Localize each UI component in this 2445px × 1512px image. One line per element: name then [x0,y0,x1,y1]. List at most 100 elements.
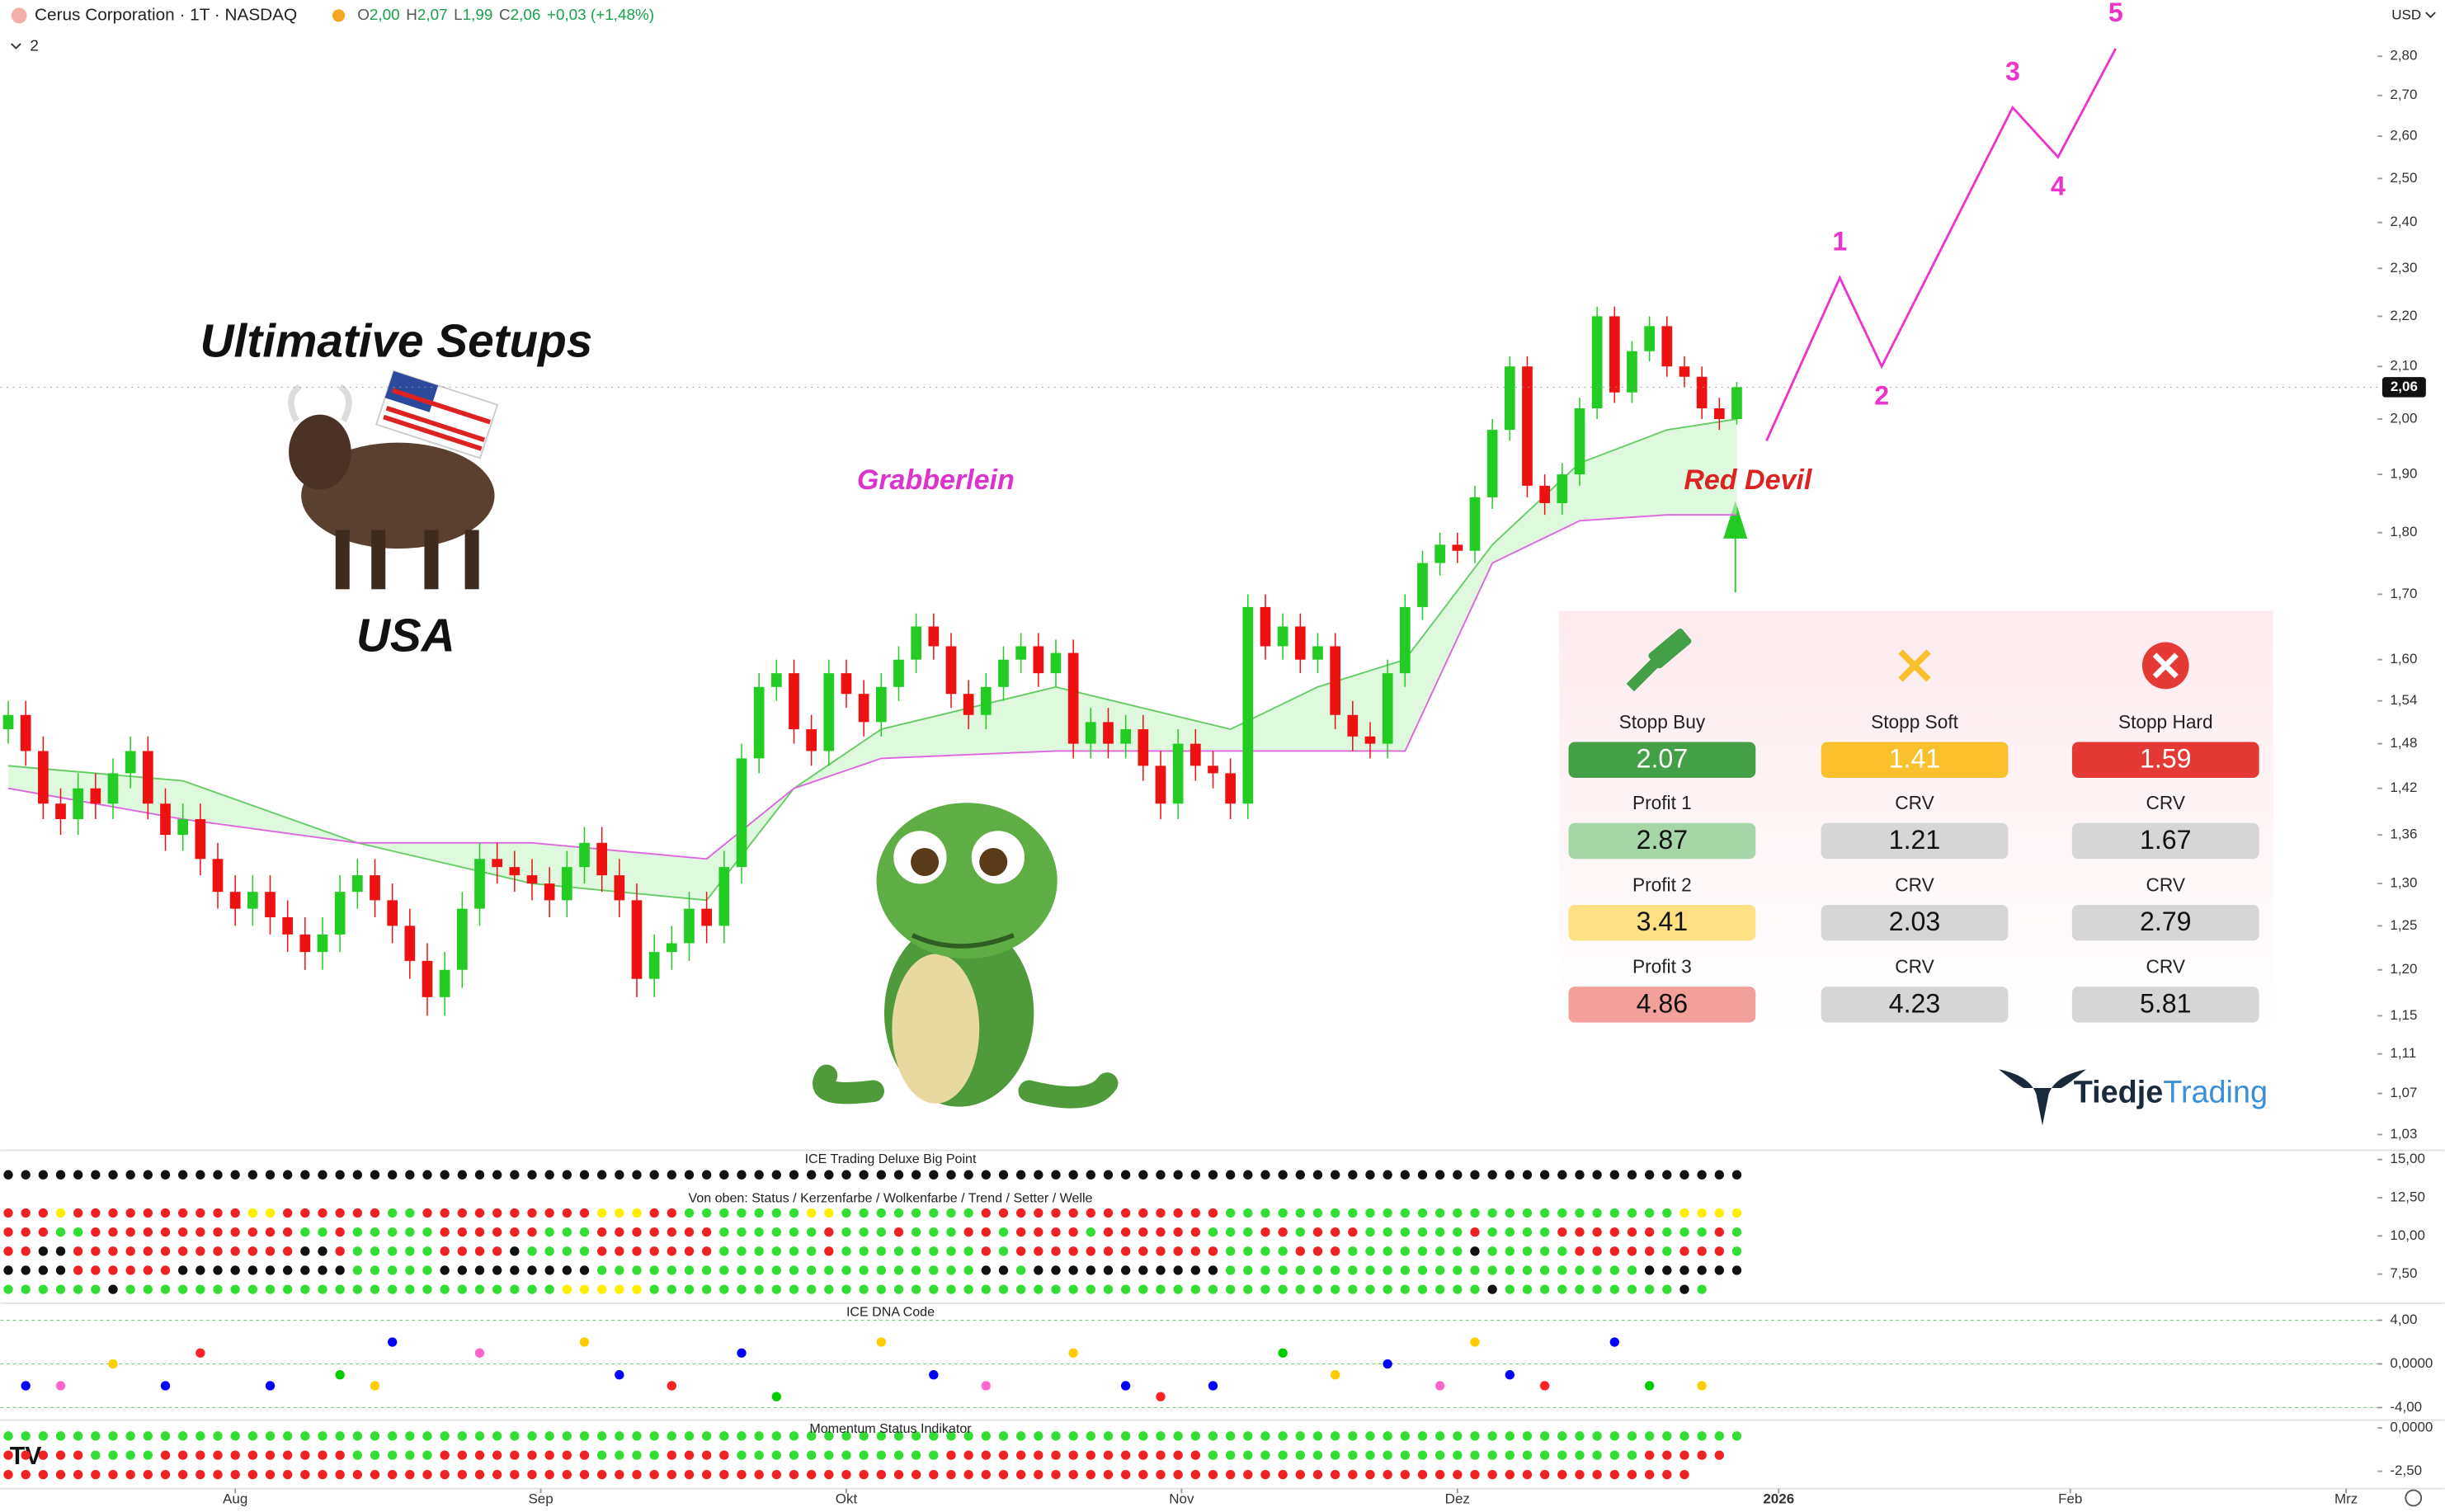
status-dot [1225,1284,1236,1294]
status-dot [1295,1170,1305,1180]
status-dot [1120,1208,1131,1218]
status-dot [1470,1431,1480,1441]
status-dot [1051,1284,1061,1294]
status-dot [108,1469,118,1480]
status-dot [352,1284,363,1294]
status-dot [527,1431,537,1441]
status-dot [492,1469,502,1480]
candle-body [1591,316,1603,409]
status-dot [1731,1431,1742,1441]
status-dot [1470,1450,1480,1460]
status-dot [55,1170,66,1180]
status-dot [963,1450,973,1460]
status-dot [196,1431,205,1441]
status-dot [352,1265,363,1275]
status-dot [544,1469,554,1480]
status-dot [1225,1227,1236,1237]
status-dot [1453,1431,1463,1441]
status-dot [1156,1265,1166,1275]
status-dot [981,1246,991,1256]
status-dot [510,1227,520,1237]
status-dot [859,1227,869,1237]
status-dot [422,1246,432,1256]
dna-dot [1434,1381,1445,1391]
status-dot [1103,1208,1114,1218]
status-dot [789,1246,799,1256]
status-dot [1453,1265,1463,1275]
status-dot [1627,1450,1637,1460]
status-dot [1348,1469,1358,1480]
candle-body [422,960,433,997]
status-dot [1330,1265,1340,1275]
status-dot [230,1469,240,1480]
status-dot [946,1431,956,1441]
status-dot [789,1469,799,1480]
status-dot [1068,1431,1078,1441]
status-dot [265,1227,276,1237]
status-dot [667,1431,676,1441]
status-dot [474,1208,485,1218]
status-dot [824,1246,834,1256]
currency-chevron[interactable] [2425,12,2436,19]
status-dot [806,1469,817,1480]
signal-arrow [1723,501,1748,593]
x-tick-label: Dez [1445,1491,1470,1506]
status-dot [667,1208,676,1218]
status-dot [1312,1431,1323,1441]
status-dot [1627,1208,1637,1218]
status-dot [1731,1227,1742,1237]
status-dot [1086,1208,1095,1218]
status-dot [1383,1227,1392,1237]
status-dot [3,1469,13,1480]
candle-body [1452,544,1463,551]
status-dot [1522,1227,1533,1237]
candle-body [1679,366,1690,377]
annotation: Red Devil [1684,464,1812,496]
status-dot [143,1265,153,1275]
status-dot [265,1208,276,1218]
status-dot [1051,1246,1061,1256]
status-dot [963,1227,973,1237]
status-dot [1644,1170,1655,1180]
status-dot [492,1431,502,1441]
status-dot [719,1265,729,1275]
status-dot [196,1450,205,1460]
candle-body [614,875,625,901]
status-dot [876,1265,886,1275]
candle-body [1155,765,1166,804]
status-dot [562,1170,572,1180]
status-dot [178,1170,188,1180]
status-dot [771,1227,781,1237]
status-dot [911,1208,921,1218]
collapse-chevron[interactable] [11,43,21,49]
status-dot [1505,1265,1515,1275]
status-dot [1505,1170,1515,1180]
status-dot [1434,1431,1445,1441]
settings-icon[interactable] [2405,1489,2423,1507]
status-dot [824,1208,834,1218]
status-dot [38,1431,49,1441]
indicator-y-label: 0,0000 [2390,1355,2433,1371]
status-dot [1644,1208,1655,1218]
y-tick-label: 1,03 [2390,1126,2417,1142]
status-dot [1330,1208,1340,1218]
row-label: CRV [1895,874,1934,895]
status-dot [125,1431,135,1441]
status-dot [1505,1227,1515,1237]
dna-dot [1068,1348,1078,1358]
status-dot [1539,1227,1550,1237]
status-dot [998,1284,1009,1294]
status-dot [492,1284,502,1294]
indicator-count[interactable]: 2 [30,38,39,55]
table-value: 1.21 [1889,825,1941,855]
status-dot [1173,1431,1183,1441]
currency[interactable]: USD [2391,7,2421,22]
indicator-y-label: -4,00 [2390,1399,2422,1415]
indicator-y-label: 15,00 [2390,1151,2425,1166]
status-dot [1086,1450,1095,1460]
candle-body [1434,544,1445,563]
status-dot [1592,1208,1602,1218]
y-tick-label: 2,30 [2390,260,2417,276]
y-tick-label: 1,15 [2390,1007,2417,1023]
status-dot [806,1170,817,1180]
